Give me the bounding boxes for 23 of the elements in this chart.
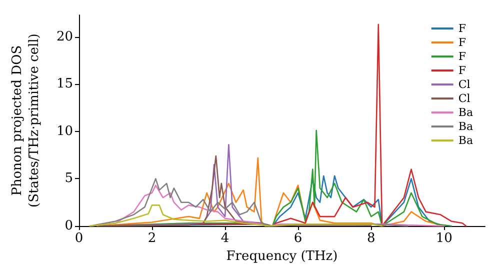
y-tick-label: 0 (64, 218, 73, 234)
legend-label: F (458, 22, 466, 35)
y-tick-label: 15 (56, 76, 73, 92)
x-tick-label: 10 (436, 231, 452, 246)
line-series (89, 204, 383, 227)
y-tick-label: 20 (56, 29, 73, 44)
x-tick-label: 4 (220, 231, 230, 246)
legend-label: Cl (458, 78, 471, 91)
legend-label: F (458, 64, 466, 77)
y-tick-label: 5 (64, 171, 73, 186)
y-tick-label: 10 (56, 124, 73, 139)
y-axis-title: Phonon projected DOS (States/THz·primitive cell) (10, 33, 42, 208)
legend-label: F (458, 36, 466, 49)
legend-label: Ba (458, 106, 474, 119)
x-tick-label: 8 (366, 231, 376, 246)
legend-label: Ba (458, 120, 474, 133)
legend-label: Cl (458, 92, 471, 105)
x-axis-title: Frequency (THz) (226, 249, 338, 264)
x-tick-label: 6 (294, 231, 302, 246)
legend-label: Ba (458, 134, 474, 147)
x-tick-label: 2 (148, 231, 156, 246)
x-tick-label: 0 (74, 231, 84, 246)
legend-label: F (458, 50, 466, 63)
